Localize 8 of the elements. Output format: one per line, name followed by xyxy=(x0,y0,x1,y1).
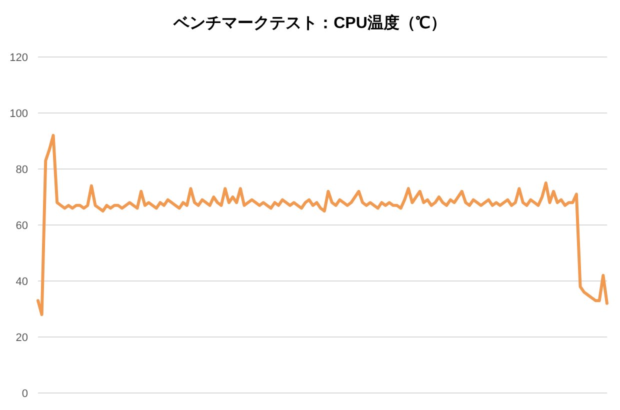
y-tick-label: 100 xyxy=(10,108,28,120)
y-tick-label: 80 xyxy=(16,164,28,176)
y-tick-label: 60 xyxy=(16,220,28,232)
y-tick-label: 40 xyxy=(16,276,28,288)
chart-title: ベンチマークテスト：CPU温度（℃） xyxy=(172,13,446,32)
y-tick-label: 0 xyxy=(22,388,28,400)
y-tick-label: 20 xyxy=(16,332,28,344)
y-tick-label: 120 xyxy=(10,52,28,64)
